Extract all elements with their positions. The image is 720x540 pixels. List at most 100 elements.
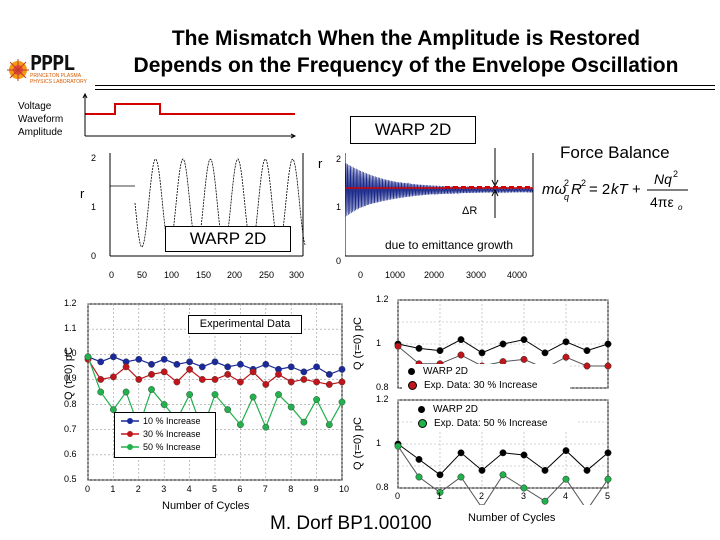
logo-text: PPPL [30,51,75,75]
right-xtick-4000: 4000 [507,270,528,280]
exp-ytick: 0.8 [64,398,77,409]
exp-point [338,398,346,406]
exp-xtick: 4 [186,484,192,494]
left-xtick-50: 50 [137,270,148,280]
exp-point [97,388,105,396]
exp-point [135,355,143,363]
exp-point [287,403,295,411]
exp-point [198,363,206,371]
cmp-bot-point [583,466,591,474]
svg-text:q: q [564,192,569,202]
compare-top-ylabel: Q (τ=0) pC [352,317,364,370]
exp-xlabel: Number of Cycles [162,500,250,512]
left-ytick-0: 0 [91,251,97,261]
exp-ytick: 0.5 [64,474,77,484]
exp-legend: 10 % Increase 30 % Increase 50 % Increas… [114,412,216,458]
svg-text:= 2: = 2 [589,181,610,198]
right-ytick-1: 1 [336,202,342,212]
cmp-top-point [604,362,612,370]
compare-bottom-legend: WARP 2D Exp. Data: 50 % Increase [414,402,576,432]
cmp-top-point [604,340,612,348]
cmp-bot-xtick: 4 [563,491,569,501]
cmp-bot-xtick: 1 [437,491,443,501]
exp-legend-label-2: 30 % Increase [143,429,201,439]
title-rule-bottom [95,89,715,90]
exp-point [262,381,270,388]
left-r-label: r [80,186,85,201]
exp-point [325,421,333,429]
exp-xtick: 3 [161,484,167,494]
cmp-top-point [394,342,402,350]
exp-point [148,360,155,368]
exp-xtick: 8 [288,484,294,494]
pppl-logo [7,59,29,81]
cmp-bot-xtick: 0 [395,491,401,501]
cmp-top-point [457,336,465,344]
slide-title: The Mismatch When the Amplitude is Resto… [96,25,716,79]
cmp-bot-point [499,471,507,479]
right-xtick-3000: 3000 [466,270,487,280]
cmp-top-point [583,362,591,370]
cmp-top-point [478,349,486,357]
exp-point [325,371,333,378]
exp-point [97,358,105,366]
right-xtick-1000: 1000 [385,270,406,280]
black-dot-icon [408,368,415,375]
exp-point [236,360,244,368]
right-xtick-2000: 2000 [424,270,445,280]
green-dot-icon [418,419,427,428]
title-rule-top [95,85,715,86]
compare-top-legend-label-1: WARP 2D [423,366,469,377]
exp-xtick: 0 [85,484,91,494]
logo-subtitle: PRINCETON PLASMA PHYSICS LABORATORY [30,73,87,85]
delta-r-label: ΔR [462,205,478,217]
left-xtick-300: 300 [289,270,305,280]
exp-point [97,376,105,383]
exp-point [186,391,194,398]
exp-point [262,360,270,368]
cmp-bot-ytick: 0.8 [376,482,389,492]
experimental-data-label: Experimental Data [188,315,302,334]
cmp-bot-point [541,466,549,474]
exp-point [300,418,308,426]
voltage-waveform [82,92,297,139]
exp-point [275,391,282,398]
exp-point [211,376,219,383]
cmp-bot-ytick: 1 [376,438,382,448]
exp-point [249,368,257,376]
svg-text:2: 2 [581,178,586,188]
cmp-top-point [583,347,591,355]
exp-ytick: 1.1 [64,323,77,334]
compare-bottom-legend-item-1: WARP 2D [418,404,478,415]
cmp-top-point [562,338,570,346]
force-balance-label: Force Balance [560,143,670,162]
cmp-top-point [457,351,465,359]
left-xtick-100: 100 [164,270,180,280]
exp-point [135,376,143,383]
exp-point [300,368,308,376]
cmp-bot-point [499,449,507,457]
left-xtick-150: 150 [196,270,212,280]
exp-legend-label-3: 50 % Increase [143,442,201,452]
compare-top-legend-item-2: Exp. Data: 30 % Increase [408,380,537,391]
exp-point [287,363,295,371]
exp-point [224,406,232,414]
right-r-label: r [318,156,323,171]
exp-point [300,376,308,383]
exp-point [224,363,232,371]
cmp-bot-point [457,449,465,457]
exp-xtick: 2 [135,484,141,494]
red-dot-icon [408,381,417,390]
emittance-note: due to emittance growth [385,238,514,252]
exp-point [313,396,321,403]
exp-point [160,368,168,376]
cmp-bot-point [541,497,549,505]
force-balance-equation: mω q 2 R 2 = 2 kT + Nq 2 4πε o [542,169,688,212]
exp-point [211,391,219,398]
svg-text:o: o [678,203,683,212]
right-xtick-0: 0 [358,270,364,280]
exp-ytick: 0.6 [64,448,77,459]
exp-point [110,353,117,361]
cmp-bot-point [394,442,402,450]
cmp-top-ytick: 1 [376,338,382,348]
